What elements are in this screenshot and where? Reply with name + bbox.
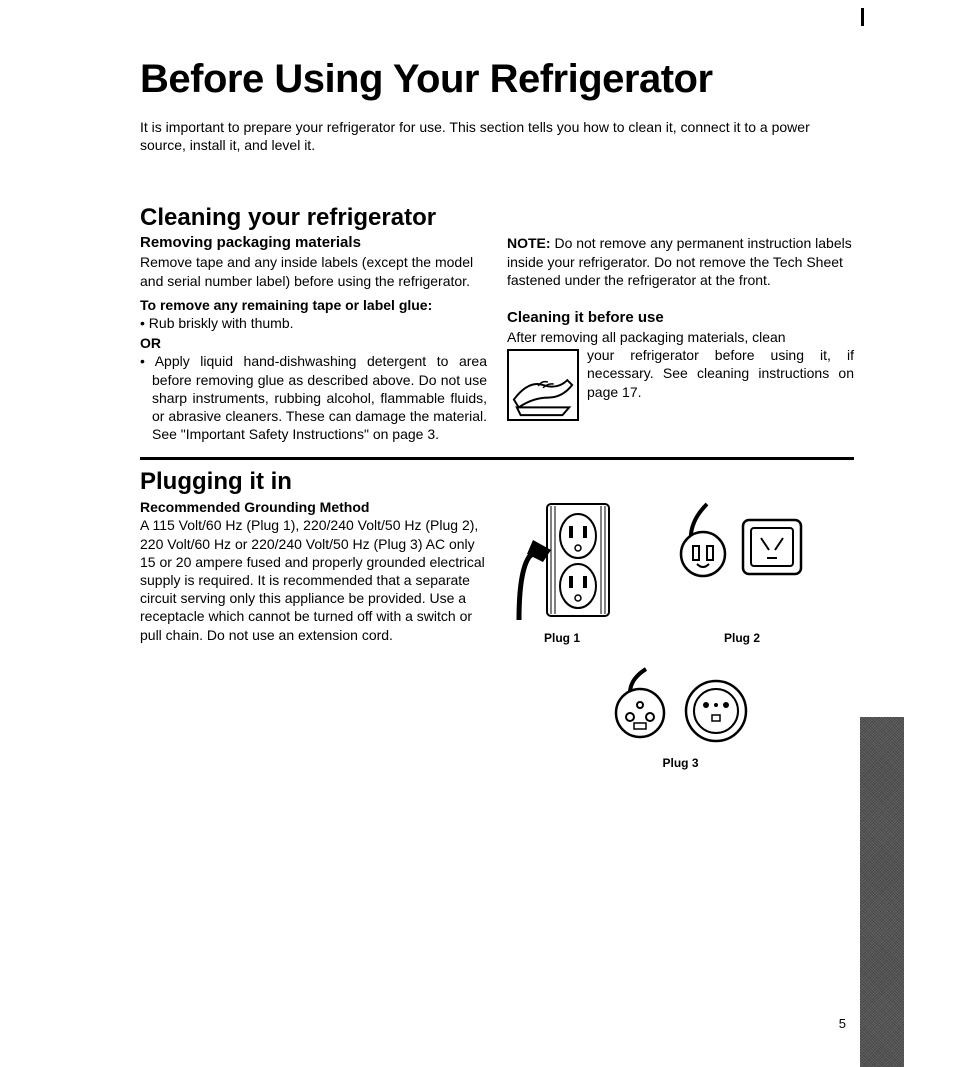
section-plugging-heading: Plugging it in (140, 468, 854, 496)
plug1-label: Plug 1 (507, 631, 617, 645)
scan-grain (860, 717, 904, 1067)
plug-row-bottom: Plug 3 (507, 667, 854, 770)
cleaning-hand-icon (507, 349, 579, 421)
note-text: Do not remove any permanent instruction … (507, 235, 852, 287)
plug2-icon (677, 502, 807, 622)
plug-row-top: Plug 1 (507, 502, 854, 645)
bullet-detergent: Apply liquid hand-dishwashing detergent … (140, 352, 487, 443)
grounding-subhead: Recommended Grounding Method (140, 498, 487, 516)
removing-p1: Remove tape and any inside labels (excep… (140, 253, 487, 289)
cleaning-left-col: Removing packaging materials Remove tape… (140, 234, 487, 445)
plug3-label: Plug 3 (606, 756, 756, 770)
intro-paragraph: It is important to prepare your refriger… (140, 118, 854, 154)
plugging-columns: Recommended Grounding Method A 115 Volt/… (140, 498, 854, 770)
scan-mark (861, 8, 864, 26)
section-divider (140, 457, 854, 460)
glue-heading: To remove any remaining tape or label gl… (140, 296, 487, 314)
note-paragraph: NOTE: Do not remove any permanent instru… (507, 234, 854, 289)
plug2-block: Plug 2 (677, 502, 807, 645)
glue-bullets-2: Apply liquid hand-dishwashing detergent … (140, 352, 487, 443)
or-text: OR (140, 334, 487, 352)
plugging-right-col: Plug 1 (507, 498, 854, 770)
section-cleaning-heading: Cleaning your refrigerator (140, 204, 854, 232)
removing-subhead: Removing packaging materials (140, 234, 487, 251)
plug2-label: Plug 2 (677, 631, 807, 645)
plug3-block: Plug 3 (606, 667, 756, 770)
note-label: NOTE: (507, 235, 551, 251)
page-content: Before Using Your Refrigerator It is imp… (0, 0, 954, 800)
plug1-block: Plug 1 (507, 502, 617, 645)
page-number: 5 (839, 1016, 846, 1031)
cleaning-before-p1: After removing all packaging materials, … (507, 328, 854, 346)
plugging-left-col: Recommended Grounding Method A 115 Volt/… (140, 498, 487, 770)
plug1-icon (507, 502, 617, 622)
bullet-rub: Rub briskly with thumb. (140, 314, 487, 332)
cleaning-right-col: NOTE: Do not remove any permanent instru… (507, 234, 854, 445)
cleaning-columns: Removing packaging materials Remove tape… (140, 234, 854, 445)
grounding-p1: A 115 Volt/60 Hz (Plug 1), 220/240 Volt/… (140, 516, 487, 643)
cleaning-before-subhead: Cleaning it before use (507, 309, 854, 326)
main-title: Before Using Your Refrigerator (140, 58, 854, 100)
plug3-icon (606, 667, 756, 747)
cleaning-before-block: your refrigerator before using it, if ne… (507, 346, 854, 423)
glue-bullets: Rub briskly with thumb. (140, 314, 487, 332)
